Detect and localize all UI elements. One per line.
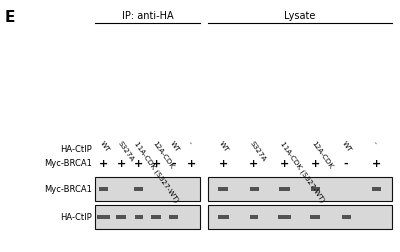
Text: Lysate: Lysate <box>284 11 316 21</box>
Text: WT: WT <box>99 139 110 152</box>
Bar <box>151 215 161 219</box>
Text: Myc-BRCA1: Myc-BRCA1 <box>44 159 92 168</box>
Text: +: + <box>187 158 196 168</box>
Text: WT: WT <box>341 139 352 152</box>
Bar <box>135 215 143 219</box>
Text: HA-CtIP: HA-CtIP <box>60 213 92 222</box>
Text: +: + <box>311 158 320 168</box>
Text: +: + <box>117 158 126 168</box>
Text: +: + <box>249 158 259 168</box>
Bar <box>97 215 110 219</box>
Bar <box>250 187 258 191</box>
Bar <box>279 187 290 191</box>
Text: -: - <box>186 139 193 145</box>
Text: S327A: S327A <box>116 139 135 162</box>
Text: WT: WT <box>169 139 180 152</box>
Text: +: + <box>152 158 161 168</box>
Text: WT: WT <box>218 139 230 152</box>
Text: -: - <box>172 158 176 168</box>
Text: 11A-CDK (S327-WT): 11A-CDK (S327-WT) <box>134 139 180 202</box>
Bar <box>208 205 392 229</box>
Bar <box>169 215 178 219</box>
Bar <box>95 205 200 229</box>
Text: IP: anti-HA: IP: anti-HA <box>122 11 173 21</box>
Bar <box>310 215 320 219</box>
Text: HA-CtIP: HA-CtIP <box>60 145 92 154</box>
Text: +: + <box>134 158 143 168</box>
Text: -: - <box>344 158 348 168</box>
Bar <box>311 187 320 191</box>
Text: S327A: S327A <box>249 139 268 162</box>
Bar <box>99 187 108 191</box>
Text: 12A-CDK: 12A-CDK <box>151 139 175 169</box>
Text: -: - <box>372 139 378 145</box>
Bar <box>372 187 381 191</box>
Bar <box>218 215 229 219</box>
Text: E: E <box>5 10 15 25</box>
Text: +: + <box>99 158 108 168</box>
Text: +: + <box>219 158 228 168</box>
Bar <box>116 215 126 219</box>
Bar <box>95 177 200 201</box>
Text: +: + <box>372 158 381 168</box>
Text: 12A-CDK: 12A-CDK <box>310 139 334 169</box>
Bar <box>250 215 258 219</box>
Text: Myc-BRCA1: Myc-BRCA1 <box>44 185 92 194</box>
Bar <box>278 215 291 219</box>
Bar <box>134 187 143 191</box>
Bar <box>208 177 392 201</box>
Text: 11A-CDK (S327-WT): 11A-CDK (S327-WT) <box>279 139 326 202</box>
Bar <box>218 187 228 191</box>
Text: +: + <box>280 158 289 168</box>
Bar <box>342 215 350 219</box>
